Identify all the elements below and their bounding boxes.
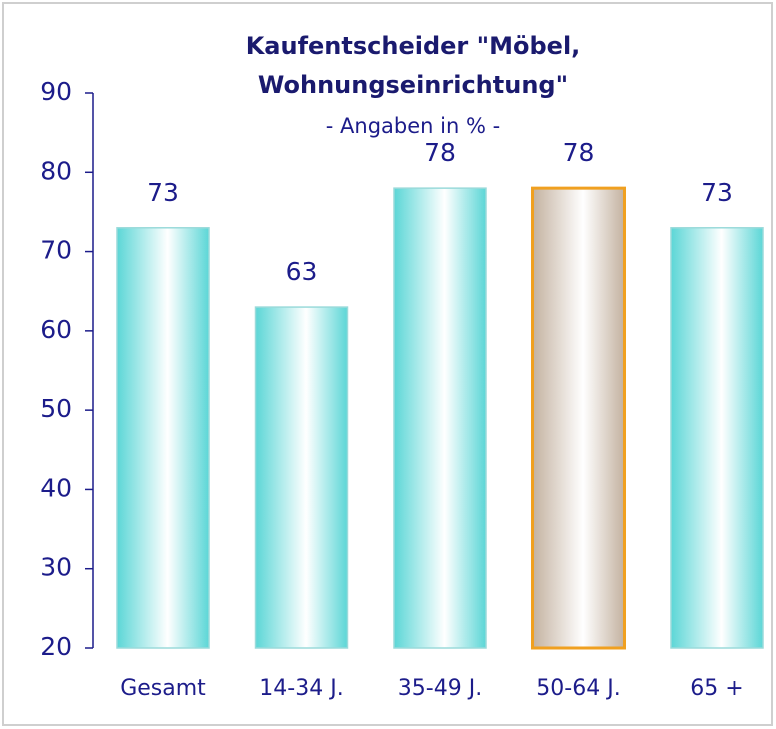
bar (256, 307, 348, 648)
y-tick-label: 90 (40, 77, 72, 106)
value-label: 63 (286, 257, 318, 286)
x-tick-label: 65 + (690, 676, 743, 701)
value-label: 78 (424, 138, 456, 167)
value-label: 78 (563, 138, 595, 167)
y-tick-label: 50 (40, 394, 72, 423)
y-tick-label: 40 (40, 473, 72, 502)
bar (394, 188, 486, 648)
y-tick-label: 60 (40, 315, 72, 344)
y-tick-label: 70 (40, 236, 72, 265)
y-tick-label: 80 (40, 156, 72, 185)
chart-subtitle: - Angaben in % - (326, 114, 500, 138)
bar (533, 188, 625, 648)
x-tick-label: Gesamt (120, 676, 206, 701)
chart-title: Kaufentscheider "Möbel, (246, 32, 581, 60)
value-label: 73 (701, 178, 733, 207)
x-tick-label: 35-49 J. (398, 676, 482, 701)
y-tick-label: 20 (40, 632, 72, 661)
value-label: 73 (147, 178, 179, 207)
y-tick-label: 30 (40, 553, 72, 582)
chart-title: Wohnungseinrichtung" (258, 71, 568, 99)
x-tick-label: 50-64 J. (536, 676, 620, 701)
bar (117, 228, 209, 648)
x-tick-label: 14-34 J. (259, 676, 343, 701)
chart: Kaufentscheider "Möbel, Wohnungseinricht… (0, 0, 776, 729)
bar (671, 228, 763, 648)
